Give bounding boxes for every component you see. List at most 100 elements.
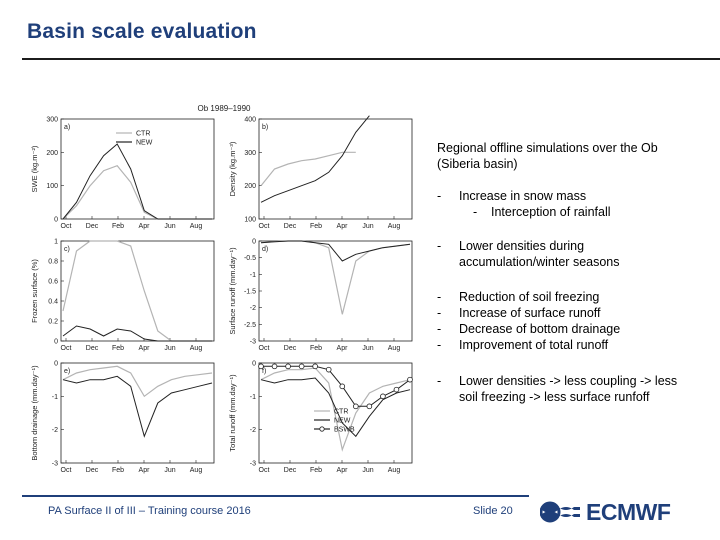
bullet-item: - Lower densities -> less coupling -> le… — [437, 373, 697, 405]
bullet-text: Lower densities -> less coupling -> less… — [459, 374, 678, 404]
x-tick-label-f: Dec — [284, 467, 297, 474]
y-tick-label-b: 400 — [244, 117, 256, 124]
x-tick-label-c: Oct — [61, 345, 72, 352]
x-tick-label-a: Dec — [86, 223, 99, 230]
y-tick-label-e: 0 — [54, 361, 58, 368]
y-tick-label-d: -2.5 — [244, 322, 256, 329]
footer-course: PA Surface II of III – Training course 2… — [48, 505, 251, 517]
bullet-group-coupling: - Lower densities -> less coupling -> le… — [437, 373, 720, 405]
y-tick-label-d: -1 — [250, 272, 256, 279]
bullet-text: Lower densities during accumulation/wint… — [459, 239, 620, 269]
y-tick-label-d: -3 — [250, 339, 256, 346]
legend-label-f: BSWB — [334, 427, 355, 434]
ecmwf-logo: ECMWF — [540, 495, 700, 529]
y-tick-label-e: -2 — [52, 427, 58, 434]
bullet-text: Improvement of total runoff — [459, 338, 609, 352]
series-point-f-bswb — [407, 376, 413, 383]
y-tick-label-f: 0 — [252, 361, 256, 368]
figure-title: Ob 1989–1990 — [198, 104, 251, 113]
y-tick-label-e: -1 — [52, 394, 58, 401]
x-tick-label-d: Feb — [310, 345, 322, 352]
x-tick-label-e: Apr — [139, 467, 151, 474]
y-tick-label-f: -1 — [250, 394, 256, 401]
x-tick-label-b: Aug — [388, 223, 401, 230]
y-tick-label-d: -0.5 — [244, 255, 256, 262]
x-tick-label-f: Jun — [362, 467, 373, 474]
y-tick-label-d: 0 — [252, 239, 256, 246]
series-line-a-ctr — [62, 164, 212, 220]
bullet-item: - Increase of surface runoff — [437, 305, 720, 321]
x-tick-label-d: Apr — [337, 345, 349, 352]
x-tick-label-a: Feb — [112, 223, 124, 230]
bullet-item: - Reduction of soil freezing — [437, 289, 720, 305]
bullet-item: - Decrease of bottom drainage — [437, 321, 720, 337]
bullet-item: - Increase in snow mass — [437, 188, 720, 204]
x-tick-label-d: Dec — [284, 345, 297, 352]
panel-frame-c — [60, 240, 215, 342]
y-axis-label-a: SWE (kg.m⁻²) — [30, 145, 39, 192]
y-tick-label-e: -3 — [52, 461, 58, 468]
y-tick-label-a: 100 — [46, 183, 58, 190]
x-tick-label-f: Apr — [337, 467, 349, 474]
notes-intro-line: (Siberia basin) — [437, 157, 518, 171]
series-line-e-ctr — [62, 365, 213, 398]
series-point-f-bswb — [325, 366, 332, 373]
x-tick-label-e: Oct — [61, 467, 72, 474]
bullet-group-snow-mass: - Increase in snow mass - Interception o… — [437, 188, 720, 220]
panel-frame-f — [258, 362, 413, 464]
y-tick-label-a: 0 — [54, 217, 58, 224]
bullet-group-soil: - Reduction of soil freezing - Increase … — [437, 289, 720, 353]
x-tick-label-d: Jun — [362, 345, 373, 352]
y-tick-label-f: -2 — [250, 427, 256, 434]
notes-intro-line: Regional offline simulations over the Ob — [437, 141, 658, 155]
panel-tag-c: c) — [64, 246, 70, 253]
x-tick-label-e: Feb — [112, 467, 124, 474]
x-tick-label-c: Aug — [190, 345, 203, 352]
sub-bullet-text: Interception of rainfall — [491, 205, 611, 219]
y-tick-label-b: 100 — [244, 217, 256, 224]
x-tick-label-d: Oct — [259, 345, 270, 352]
y-axis-label-b: Density (kg.m⁻³) — [228, 141, 237, 196]
sub-bullet-item: - Interception of rainfall — [437, 204, 720, 220]
series-point-f-bswb — [366, 403, 373, 410]
y-tick-label-b: 300 — [244, 150, 256, 157]
series-line-b-new — [260, 115, 370, 203]
legend-label-f: CTR — [334, 409, 348, 416]
title-divider — [22, 58, 720, 60]
y-axis-label-e: Bottom drainage (mm.day⁻¹) — [30, 365, 39, 461]
y-tick-label-c: 0 — [54, 339, 58, 346]
notes-intro: Regional offline simulations over the Ob… — [437, 140, 720, 172]
panel-frame-b — [258, 118, 413, 220]
bullet-dash: - — [473, 205, 478, 219]
x-tick-label-b: Oct — [259, 223, 270, 230]
legend-label-f: NEW — [334, 418, 351, 425]
y-tick-label-d: -1.5 — [244, 289, 256, 296]
series-line-a-new — [62, 143, 212, 220]
bullet-text: Increase in snow mass — [459, 189, 587, 203]
panel-tag-d: d) — [262, 246, 268, 253]
x-tick-label-b: Dec — [284, 223, 297, 230]
bullet-dash: - — [437, 189, 442, 203]
series-point-f-bswb — [258, 363, 264, 370]
panel-frame-e — [60, 362, 215, 464]
series-point-f-bswb — [380, 393, 386, 400]
panel-frame-a — [60, 118, 215, 220]
x-tick-label-c: Feb — [112, 345, 124, 352]
footer-slide-number: Slide 20 — [473, 505, 513, 517]
x-tick-label-e: Dec — [86, 467, 99, 474]
y-tick-label-a: 300 — [46, 117, 58, 124]
series-line-c-ctr — [62, 240, 212, 342]
series-line-e-new — [62, 375, 213, 438]
legend-label-a: CTR — [136, 131, 150, 138]
x-tick-label-c: Dec — [86, 345, 99, 352]
bullet-group-densities: - Lower densities during accumulation/wi… — [437, 238, 720, 270]
series-point-f-bswb — [285, 363, 291, 370]
x-tick-label-b: Jun — [362, 223, 373, 230]
series-line-c-new — [62, 325, 212, 342]
bullet-dash: - — [437, 290, 442, 304]
series-line-d-new — [260, 240, 411, 262]
y-tick-label-b: 200 — [244, 183, 256, 190]
x-tick-label-a: Aug — [190, 223, 203, 230]
bullet-dash: - — [437, 322, 442, 336]
